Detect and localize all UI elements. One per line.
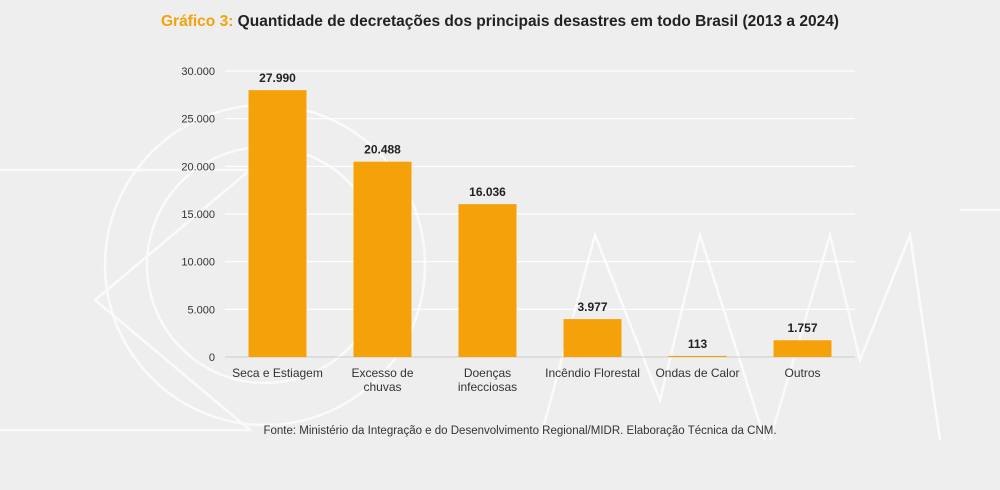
x-category-label: Outros: [784, 366, 820, 380]
y-tick-label: 25.000: [181, 114, 215, 126]
bar: [353, 161, 412, 357]
y-tick-label: 5.000: [187, 304, 215, 316]
bar-value-label: 16.036: [469, 185, 506, 199]
y-tick-label: 0: [209, 352, 215, 364]
bar-value-label: 27.990: [259, 71, 296, 85]
chart-title-text: Quantidade de decretações dos principais…: [237, 13, 839, 30]
bar: [248, 90, 307, 358]
bar: [563, 319, 622, 357]
x-category-label: Doenças infecciosas: [458, 366, 517, 394]
y-tick-label: 30.000: [181, 66, 215, 78]
chart-title-prefix: Gráfico 3:: [161, 13, 234, 30]
bar: [458, 204, 517, 357]
bar-value-label: 113: [688, 337, 708, 351]
y-tick-label: 10.000: [181, 257, 215, 269]
x-category-label: Incêndio Florestal: [545, 366, 640, 380]
bar: [773, 340, 832, 357]
x-category-label: Seca e Estiagem: [232, 366, 323, 380]
bar-value-label: 20.488: [364, 143, 401, 157]
x-category-label: Excesso de chuvas: [351, 366, 413, 394]
bar-value-label: 3.977: [577, 300, 607, 314]
x-category-label: Ondas de Calor: [655, 366, 739, 380]
bar-value-label: 1.757: [787, 321, 817, 335]
bar: [668, 355, 727, 357]
chart-title: Gráfico 3: Quantidade de decretações dos…: [0, 13, 1000, 31]
y-tick-label: 15.000: [181, 209, 215, 221]
y-tick-label: 20.000: [181, 161, 215, 173]
source-note: Fonte: Ministério da Integração e do Des…: [263, 425, 777, 437]
